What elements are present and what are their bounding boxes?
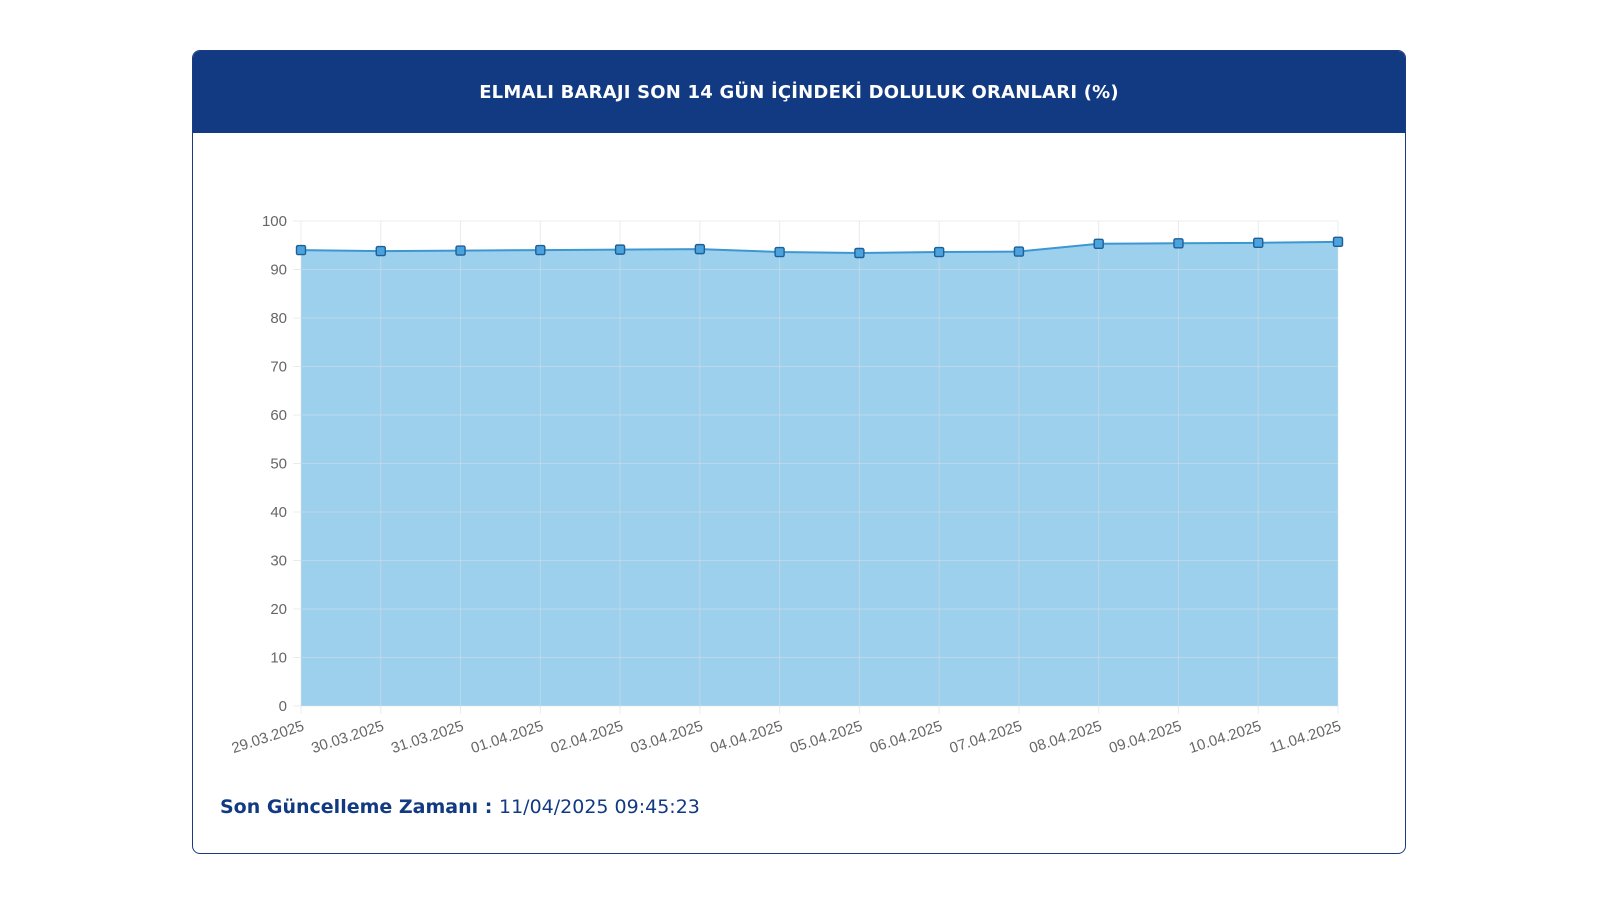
data-point <box>375 245 386 257</box>
data-point <box>614 244 626 255</box>
chart-area: 0 10 20 30 40 50 60 70 80 90 100 29.03.2025 30.03.20… <box>193 133 1404 773</box>
y-tick-label: 20 <box>270 601 287 618</box>
data-point <box>1253 237 1264 249</box>
y-tick-label: 50 <box>270 456 287 473</box>
y-tick-label: 30 <box>270 553 287 570</box>
data-point <box>455 245 466 256</box>
x-tick-label: 09.04.2025 <box>1107 718 1184 757</box>
data-point <box>1013 246 1025 257</box>
last-update-separator: : <box>478 796 499 818</box>
card-header: ELMALI BARAJI SON 14 GÜN İÇİNDEKİ DOLULU… <box>193 51 1405 133</box>
series-line <box>300 240 1339 255</box>
card-title: ELMALI BARAJI SON 14 GÜN İÇİNDEKİ DOLULU… <box>479 81 1119 103</box>
data-point <box>774 246 785 258</box>
y-tick-label: 70 <box>270 359 287 376</box>
x-tick-label: 11.04.2025 <box>1268 718 1344 757</box>
last-update-value: 11/04/2025 09:45:23 <box>498 796 700 818</box>
data-point <box>694 243 706 255</box>
x-tick-label: 31.03.2025 <box>389 718 466 757</box>
data-point <box>295 244 307 256</box>
data-point <box>1332 236 1344 248</box>
x-tick-label: 08.04.2025 <box>1027 718 1104 757</box>
data-point <box>854 247 865 259</box>
x-tick-label: 07.04.2025 <box>948 718 1025 757</box>
chart-card: ELMALI BARAJI SON 14 GÜN İÇİNDEKİ DOLULU… <box>192 50 1406 854</box>
x-tick-label: 02.04.2025 <box>549 718 626 757</box>
y-tick-label: 10 <box>270 650 287 667</box>
data-point <box>1173 238 1184 249</box>
x-tick-label: 10.04.2025 <box>1187 718 1264 757</box>
x-tick-label: 29.03.2025 <box>230 718 307 757</box>
x-tick-label: 06.04.2025 <box>868 718 945 757</box>
x-tick-label: 30.03.2025 <box>309 718 386 757</box>
last-update: Son Güncelleme Zamanı : 11/04/2025 09:45… <box>220 796 700 818</box>
y-tick-label: 80 <box>270 310 287 327</box>
y-tick-label: 100 <box>262 213 287 230</box>
y-tick-label: 40 <box>270 504 287 521</box>
last-update-label: Son Güncelleme Zamanı <box>220 796 479 818</box>
x-tick-label: 01.04.2025 <box>469 718 546 757</box>
area-fill <box>301 241 1338 706</box>
data-point <box>933 246 945 258</box>
y-tick-label: 90 <box>270 262 287 279</box>
x-tick-label: 05.04.2025 <box>788 718 865 757</box>
data-point <box>535 244 546 256</box>
y-tick-label: 0 <box>279 698 287 715</box>
y-tick-label: 60 <box>270 407 287 424</box>
data-point <box>1093 238 1104 249</box>
fill-rate-chart: 0 10 20 30 40 50 60 70 80 90 100 29.03.2025 30.03.20… <box>230 213 1344 757</box>
x-tick-label: 04.04.2025 <box>708 718 785 757</box>
x-tick-label: 03.04.2025 <box>628 718 705 757</box>
